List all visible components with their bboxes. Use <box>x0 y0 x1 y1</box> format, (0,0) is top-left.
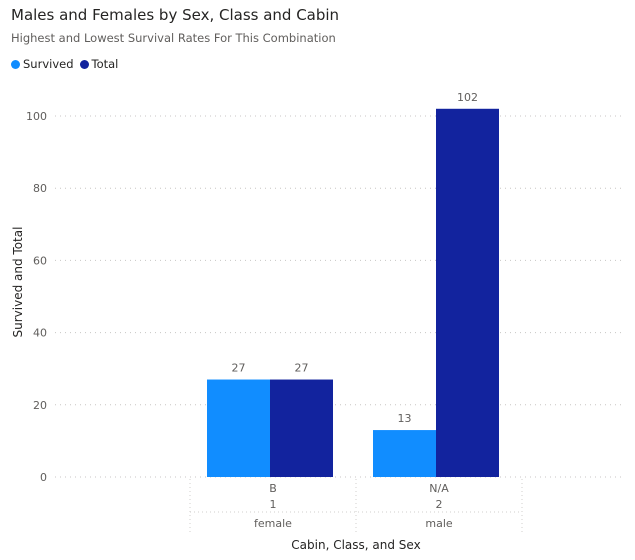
y-tick-label: 0 <box>40 471 47 484</box>
bar-survived-2 <box>373 430 436 477</box>
data-label: 27 <box>232 362 246 375</box>
x-tick-label-class: 2 <box>436 498 443 511</box>
chart-title: Males and Females by Sex, Class and Cabi… <box>11 6 340 24</box>
y-tick-label: 80 <box>33 182 47 195</box>
legend-marker-total <box>79 59 89 69</box>
legend-label-total: Total <box>91 57 119 71</box>
y-axis-title: Survived and Total <box>11 227 25 338</box>
y-tick-label: 40 <box>33 327 47 340</box>
chart-subtitle: Highest and Lowest Survival Rates For Th… <box>11 31 336 45</box>
data-label: 27 <box>295 362 309 375</box>
x-tick-label-cabin: N/A <box>429 482 449 495</box>
bar-total-2 <box>436 108 499 477</box>
x-tick-label-sex: male <box>425 517 453 530</box>
y-tick-label: 100 <box>26 110 47 123</box>
x-axis-title: Cabin, Class, and Sex <box>291 538 420 552</box>
y-tick-label: 20 <box>33 399 47 412</box>
data-label: 13 <box>398 412 412 425</box>
legend-item-total[interactable]: Total <box>79 57 119 71</box>
bar-survived-1 <box>207 379 270 477</box>
data-label: 102 <box>457 91 478 104</box>
y-tick-label: 60 <box>33 254 47 267</box>
legend-label-survived: Survived <box>23 57 74 71</box>
bar-total-1 <box>270 379 333 477</box>
legend: Survived Total <box>11 57 124 71</box>
legend-marker-survived <box>11 59 20 69</box>
x-tick-label-class: 1 <box>270 498 277 511</box>
x-tick-label-sex: female <box>254 517 292 530</box>
legend-item-survived[interactable]: Survived <box>11 57 74 71</box>
x-tick-label-cabin: B <box>269 482 277 495</box>
